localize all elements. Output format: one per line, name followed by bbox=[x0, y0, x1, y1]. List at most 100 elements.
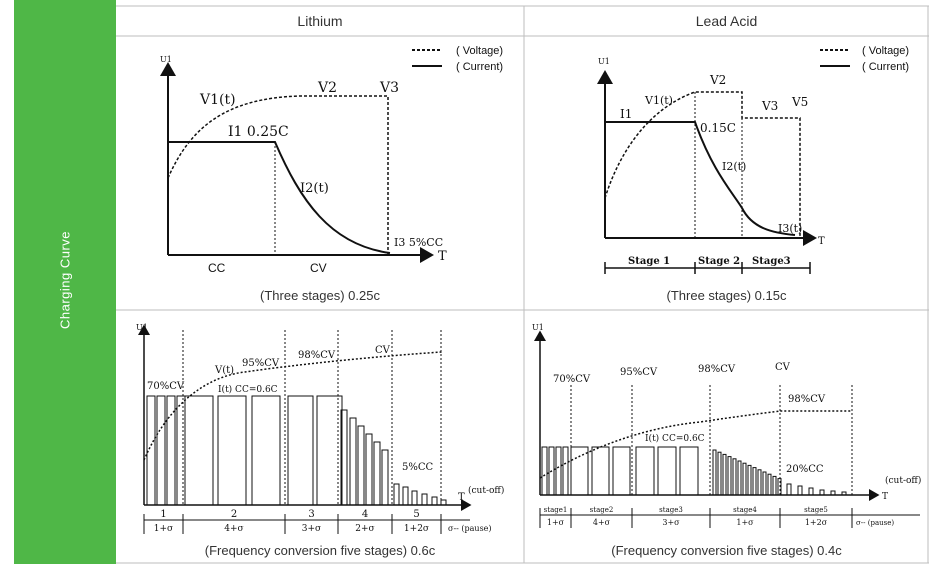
svg-text:CC: CC bbox=[208, 261, 226, 275]
svg-text:V1(t): V1(t) bbox=[644, 94, 673, 107]
lead-current-pulses bbox=[541, 446, 847, 496]
stage-number: stage1 bbox=[544, 506, 568, 514]
current-pulse bbox=[712, 449, 717, 496]
svg-text:Stage 1: Stage 1 bbox=[628, 256, 670, 267]
svg-text:98%CV: 98%CV bbox=[788, 394, 826, 405]
svg-text:(cut-off): (cut-off) bbox=[885, 475, 921, 486]
lithium-current-curve bbox=[168, 141, 391, 254]
stage-duration: 1+σ bbox=[736, 518, 754, 527]
stage-number: stage5 bbox=[804, 506, 828, 514]
svg-text:I2(t): I2(t) bbox=[722, 160, 746, 173]
lithium-legend: ( Voltage) ( Current) bbox=[412, 45, 503, 73]
lead-five-stage-caption: (Frequency conversion five stages) 0.4c bbox=[611, 543, 842, 558]
current-pulse bbox=[717, 451, 722, 496]
current-pulse bbox=[541, 446, 548, 496]
current-pulse bbox=[184, 395, 214, 506]
legend-current-label: ( Current) bbox=[862, 61, 909, 73]
current-pulse bbox=[402, 486, 409, 506]
svg-text:98%CV: 98%CV bbox=[698, 364, 736, 375]
current-pulse bbox=[737, 460, 742, 496]
svg-text:70%CV: 70%CV bbox=[147, 381, 185, 392]
current-pulse bbox=[146, 395, 156, 506]
svg-text:V3: V3 bbox=[379, 80, 399, 96]
stage-number: 4 bbox=[362, 509, 368, 520]
lithium-current-pulses bbox=[146, 395, 447, 506]
current-pulse bbox=[316, 395, 343, 506]
svg-text:T: T bbox=[438, 249, 447, 264]
current-pulse bbox=[287, 395, 314, 506]
svg-text:T: T bbox=[818, 236, 825, 247]
lithium-voltage-curve bbox=[167, 95, 389, 255]
current-pulse bbox=[727, 456, 732, 496]
current-pulse bbox=[421, 493, 428, 506]
svg-text:5%CC: 5%CC bbox=[402, 462, 434, 473]
current-pulse bbox=[679, 446, 699, 496]
current-pulse bbox=[841, 491, 847, 496]
svg-text:V2: V2 bbox=[317, 80, 337, 96]
current-pulse bbox=[742, 462, 747, 496]
current-pulse bbox=[797, 485, 803, 496]
svg-text:20%CC: 20%CC bbox=[786, 464, 824, 475]
svg-text:U1: U1 bbox=[160, 55, 172, 64]
current-pulse bbox=[830, 490, 836, 496]
svg-text:I3 5%CC: I3 5%CC bbox=[394, 236, 443, 249]
current-pulse bbox=[808, 487, 814, 496]
current-pulse bbox=[732, 458, 737, 496]
stage-number: stage4 bbox=[733, 506, 757, 514]
lead-legend: ( Voltage) ( Current) bbox=[820, 45, 909, 73]
current-pulse bbox=[431, 496, 438, 506]
svg-text:(cut-off): (cut-off) bbox=[468, 485, 504, 496]
stage-duration: 2+σ bbox=[355, 524, 374, 534]
svg-text:I1: I1 bbox=[620, 107, 632, 121]
lead-acid-header: Lead Acid bbox=[695, 13, 758, 29]
legend-current-label: ( Current) bbox=[456, 61, 503, 73]
svg-text:95%CV: 95%CV bbox=[242, 358, 280, 369]
stage-duration: 1+σ bbox=[547, 518, 565, 527]
svg-text:I2(t): I2(t) bbox=[300, 181, 329, 196]
current-pulse bbox=[635, 446, 655, 496]
svg-text:I1 0.25C: I1 0.25C bbox=[228, 124, 289, 140]
current-pulse bbox=[570, 446, 589, 496]
current-pulse bbox=[340, 409, 348, 506]
svg-text:V2: V2 bbox=[709, 73, 726, 87]
stage-duration: 4+σ bbox=[593, 518, 611, 527]
current-pulse bbox=[772, 475, 777, 496]
current-pulse bbox=[762, 471, 767, 496]
legend-voltage-label: ( Voltage) bbox=[862, 45, 909, 57]
stage-duration: 4+σ bbox=[224, 524, 243, 534]
svg-text:I(t) CC=0.6C: I(t) CC=0.6C bbox=[645, 433, 705, 444]
stage-duration: 1+2σ bbox=[404, 524, 429, 534]
lithium-voltage-curve bbox=[143, 351, 443, 461]
table-grid bbox=[116, 5, 929, 564]
lead-three-stage-caption: (Three stages) 0.15c bbox=[666, 288, 787, 303]
svg-text:U1: U1 bbox=[532, 323, 544, 332]
side-category-bar bbox=[14, 0, 116, 564]
lithium-three-stage-graph: U1 V1(t) V2 V3 I1 0.25C I2(t) I3 5%CC T … bbox=[160, 55, 447, 275]
lead-five-stage-graph: U1 T 70%CV 95%CV 98%CV CV 98%CV I(t) CC=… bbox=[532, 323, 921, 528]
svg-text:98%CV: 98%CV bbox=[298, 350, 336, 361]
svg-text:V3: V3 bbox=[761, 99, 778, 113]
stage-duration: 1+2σ bbox=[805, 518, 828, 527]
stage-number: 2 bbox=[231, 509, 237, 520]
lithium-five-stage-graph: U1 T 70%CV 95%CV 98%CV CV V(t) I(t) CC=0… bbox=[136, 323, 504, 534]
svg-text:CV: CV bbox=[775, 362, 791, 373]
current-pulse bbox=[381, 449, 389, 506]
current-pulse bbox=[156, 395, 166, 506]
svg-text:U1: U1 bbox=[136, 323, 148, 332]
lithium-stage-dividers bbox=[182, 330, 442, 505]
svg-text:0.15C: 0.15C bbox=[700, 121, 736, 135]
svg-text:Stage3: Stage3 bbox=[752, 256, 791, 267]
current-pulse bbox=[217, 395, 247, 506]
stage-number: 1 bbox=[160, 509, 166, 520]
svg-text:V1(t): V1(t) bbox=[199, 92, 236, 108]
stage-number: stage2 bbox=[590, 506, 614, 514]
current-pulse bbox=[555, 446, 562, 496]
svg-text:T: T bbox=[458, 492, 465, 503]
current-pulse bbox=[819, 489, 825, 496]
svg-text:I3(t): I3(t) bbox=[778, 222, 802, 235]
lithium-stage-ruler: 1 1+σ 2 4+σ 3 3+σ 4 2+σ 5 1+2σ σ-- (pause) bbox=[143, 509, 492, 534]
stage-number: 3 bbox=[308, 509, 314, 520]
stage-number: stage3 bbox=[659, 506, 683, 514]
